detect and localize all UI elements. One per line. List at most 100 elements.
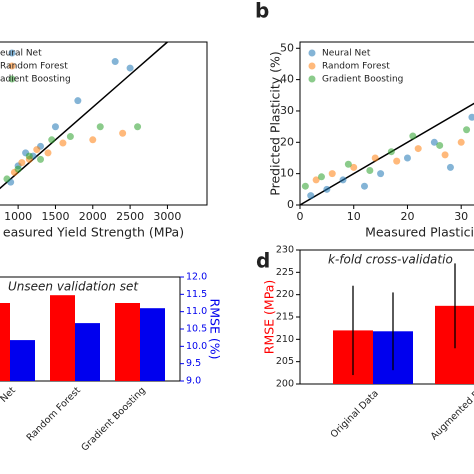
point bbox=[3, 175, 11, 183]
chart-title: k-fold cross-validatio bbox=[328, 253, 453, 267]
point bbox=[344, 160, 352, 168]
point bbox=[89, 136, 97, 144]
x-tick-label: Augmented D bbox=[429, 388, 474, 442]
point bbox=[468, 113, 474, 121]
legend-label: Gradient Boosting bbox=[322, 75, 403, 85]
legend-label: adient Boosting bbox=[0, 75, 71, 85]
bar bbox=[115, 303, 140, 381]
y-tick-label: 220 bbox=[276, 289, 294, 300]
panel-label: b bbox=[255, 0, 269, 23]
y-tick-label: 20 bbox=[280, 135, 294, 148]
y-tick-label: 205 bbox=[276, 356, 294, 367]
y2-tick-label: 10.0 bbox=[186, 341, 207, 352]
y-axis-label: Predicted Plasticity (%) bbox=[268, 51, 283, 195]
point bbox=[66, 133, 74, 141]
x-tick-label: 0 bbox=[297, 210, 304, 223]
y-tick-label: 230 bbox=[276, 245, 294, 256]
y-axis-label: RMSE (MPa) bbox=[262, 280, 277, 354]
x-tick-label: 3000 bbox=[153, 210, 181, 223]
legend-label: Neural Net bbox=[322, 49, 371, 59]
x-tick-label: Original Data bbox=[329, 388, 381, 440]
point bbox=[37, 155, 45, 163]
legend-marker bbox=[8, 75, 16, 83]
bar bbox=[10, 340, 35, 381]
bar bbox=[75, 323, 100, 381]
legend-marker bbox=[308, 62, 316, 70]
y2-tick-label: 10.5 bbox=[186, 324, 207, 335]
point bbox=[96, 123, 104, 131]
point bbox=[328, 170, 336, 178]
point bbox=[446, 163, 454, 171]
legend-label: eural Net bbox=[0, 49, 42, 59]
point bbox=[59, 139, 67, 147]
point bbox=[393, 157, 401, 165]
point bbox=[436, 141, 444, 149]
point bbox=[48, 136, 56, 144]
x-tick-label: Random Forest bbox=[25, 385, 84, 444]
x-tick-label: 20 bbox=[400, 210, 414, 223]
point bbox=[51, 123, 59, 131]
y-tick-label: 200 bbox=[276, 379, 294, 390]
point bbox=[457, 138, 465, 146]
legend-marker bbox=[308, 49, 316, 57]
x-tick-label: Net bbox=[0, 385, 18, 405]
point bbox=[18, 159, 26, 167]
legend-label: Random Forest bbox=[0, 62, 68, 72]
point bbox=[317, 173, 325, 181]
y2-tick-label: 11.0 bbox=[186, 306, 207, 317]
x-tick-label: Gradient Boosting bbox=[79, 385, 148, 454]
y-tick-label: 30 bbox=[280, 104, 294, 117]
point bbox=[409, 132, 417, 140]
y2-tick-label: 9.5 bbox=[186, 358, 201, 369]
legend-marker bbox=[308, 75, 316, 83]
point bbox=[111, 58, 119, 66]
point bbox=[387, 148, 395, 156]
y-tick-label: 210 bbox=[276, 334, 294, 345]
point bbox=[33, 146, 41, 154]
x-tick-label: 1000 bbox=[4, 210, 32, 223]
point bbox=[134, 123, 142, 131]
point bbox=[430, 138, 438, 146]
point bbox=[126, 64, 134, 72]
y-tick-label: 225 bbox=[276, 267, 294, 278]
x-axis-label: easured Yield Strength (MPa) bbox=[3, 225, 184, 240]
x-tick-label: 2500 bbox=[116, 210, 144, 223]
point bbox=[403, 154, 411, 162]
y-tick-label: 0 bbox=[287, 198, 294, 211]
y-tick-label: 50 bbox=[280, 41, 294, 54]
point bbox=[14, 165, 22, 173]
legend-label: Random Forest bbox=[322, 62, 390, 72]
y-tick-label: 215 bbox=[276, 312, 294, 323]
x-tick-label: 30 bbox=[454, 210, 468, 223]
bar bbox=[140, 308, 165, 381]
panel-label: d bbox=[256, 249, 270, 273]
point bbox=[371, 154, 379, 162]
point bbox=[323, 185, 331, 193]
chart-title: Unseen validation set bbox=[8, 280, 139, 294]
point bbox=[377, 170, 385, 178]
y-tick-label: 40 bbox=[280, 73, 294, 86]
plot-frame bbox=[299, 41, 474, 206]
point bbox=[119, 129, 127, 137]
y2-axis-label: RMSE (%) bbox=[208, 299, 223, 360]
point bbox=[25, 152, 33, 160]
point bbox=[360, 182, 368, 190]
x-tick-label: 2000 bbox=[79, 210, 107, 223]
y-tick-label: 10 bbox=[280, 167, 294, 180]
point bbox=[307, 192, 315, 200]
bar bbox=[50, 295, 75, 381]
legend-marker bbox=[8, 49, 16, 57]
x-tick-label: 1500 bbox=[41, 210, 69, 223]
point bbox=[414, 145, 422, 153]
point bbox=[366, 167, 374, 175]
bar bbox=[0, 303, 10, 381]
point bbox=[301, 182, 309, 190]
point bbox=[74, 97, 82, 105]
y2-tick-label: 11.5 bbox=[186, 289, 207, 300]
point bbox=[339, 176, 347, 184]
y2-tick-label: 9.0 bbox=[186, 376, 201, 387]
y2-tick-label: 12.0 bbox=[186, 272, 207, 283]
point bbox=[312, 176, 320, 184]
point bbox=[44, 149, 52, 157]
